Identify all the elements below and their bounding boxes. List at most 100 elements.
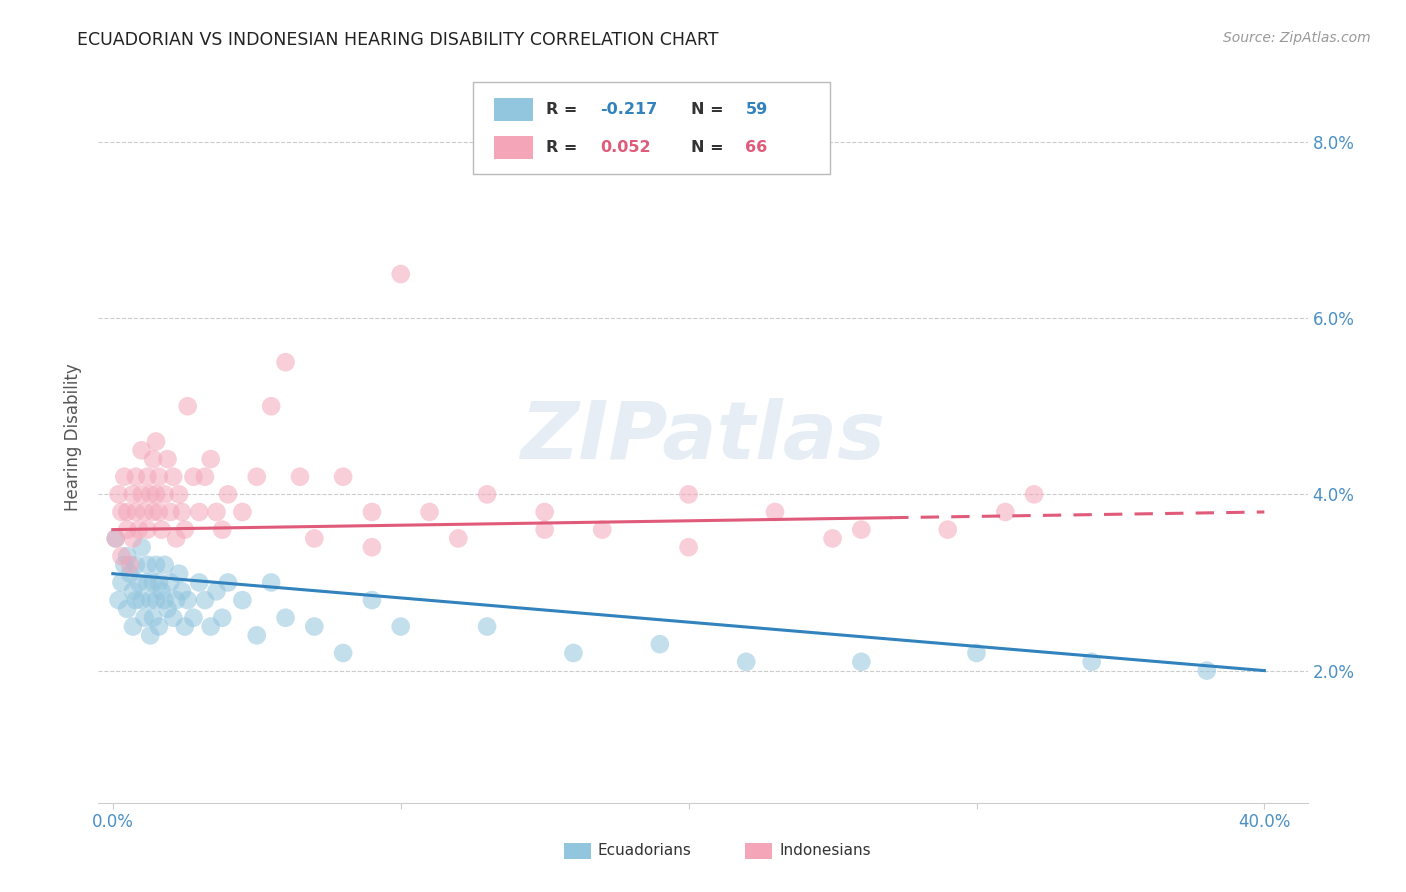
Bar [745,843,772,859]
Point [148,505,170,519]
Bar [564,843,591,859]
Point [173,619,195,633]
Point [194,593,217,607]
Point [533,523,555,537]
Text: -0.217: -0.217 [600,102,658,117]
Point [167,487,190,501]
Point [851,655,873,669]
FancyBboxPatch shape [474,82,830,174]
Text: R =: R = [546,140,589,155]
Point [274,355,297,369]
Text: R =: R = [546,102,583,117]
Point [112,469,135,483]
Point [156,452,179,467]
Point [104,532,127,546]
Point [170,505,193,519]
Point [153,593,176,607]
Point [110,575,132,590]
Point [115,602,138,616]
Point [260,575,283,590]
Text: N =: N = [690,102,730,117]
Point [120,566,142,581]
Point [304,532,326,546]
Point [115,549,138,563]
Text: Source: ZipAtlas.com: Source: ZipAtlas.com [1223,31,1371,45]
Point [183,611,205,625]
Point [1195,664,1218,678]
Point [142,505,165,519]
Point [139,593,162,607]
Point [139,628,162,642]
Point [176,399,198,413]
Point [134,505,156,519]
Point [104,532,127,546]
Point [936,523,959,537]
Point [994,505,1017,519]
Point [145,487,167,501]
Text: 66: 66 [745,140,768,155]
Point [120,558,142,572]
Point [389,267,412,281]
Point [735,655,758,669]
Text: N =: N = [690,140,730,155]
Bar [494,98,533,121]
Point [200,452,222,467]
Text: ZIPatlas: ZIPatlas [520,398,886,476]
Point [122,619,145,633]
Point [205,584,228,599]
Point [332,469,354,483]
Point [200,619,222,633]
Point [142,452,165,467]
Text: Indonesians: Indonesians [779,843,870,858]
Point [162,611,184,625]
Point [112,558,135,572]
Point [148,469,170,483]
Point [418,505,440,519]
Point [153,558,176,572]
Point [304,619,326,633]
Point [159,505,181,519]
Point [205,505,228,519]
Point [176,593,198,607]
Text: 0.052: 0.052 [600,140,651,155]
Point [167,566,190,581]
Point [136,469,159,483]
Point [150,584,173,599]
Text: 59: 59 [745,102,768,117]
Point [128,575,150,590]
Point [139,487,162,501]
Point [165,593,187,607]
Point [260,399,283,413]
Point [150,523,173,537]
Point [246,628,269,642]
Point [136,523,159,537]
Point [159,575,181,590]
Point [966,646,988,660]
Point [131,443,153,458]
Point [475,487,498,501]
Point [389,619,412,633]
Point [131,540,153,554]
Point [1080,655,1102,669]
Point [110,505,132,519]
Point [361,505,384,519]
Point [763,505,786,519]
Point [217,487,239,501]
Point [170,584,193,599]
Point [361,593,384,607]
Point [274,611,297,625]
Point [153,487,176,501]
Text: ECUADORIAN VS INDONESIAN HEARING DISABILITY CORRELATION CHART: ECUADORIAN VS INDONESIAN HEARING DISABIL… [77,31,718,49]
Point [110,549,132,563]
Point [125,505,148,519]
Point [142,575,165,590]
Point [194,469,217,483]
Point [122,532,145,546]
Point [533,505,555,519]
Point [125,469,148,483]
Point [217,575,239,590]
Point [821,532,844,546]
Point [148,619,170,633]
Point [447,532,470,546]
Point [136,575,159,590]
